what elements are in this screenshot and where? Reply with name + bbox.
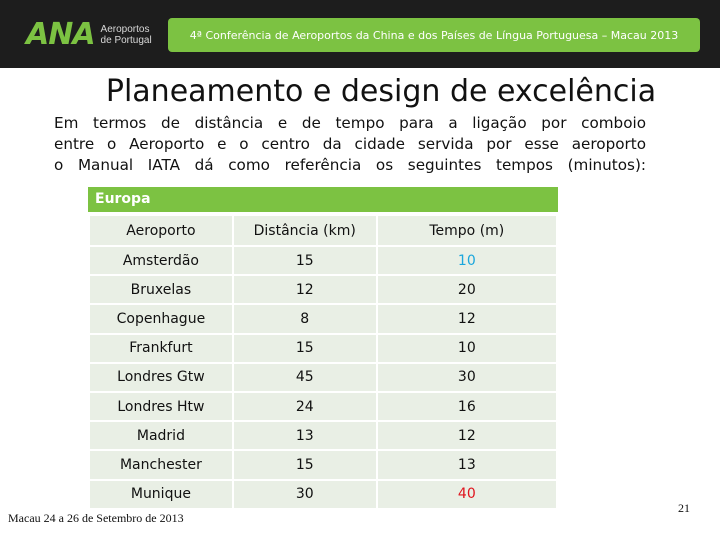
intro-paragraph: Em termos de distância e de tempo para a… [54, 113, 646, 176]
cell-distance: 12 [233, 276, 376, 304]
table-row: Munique 30 40 [90, 480, 556, 508]
airport-table: Aeroporto Distância (km) Tempo (m) Amste… [88, 214, 558, 510]
cell-airport: Manchester [90, 451, 232, 479]
cell-airport: Madrid [90, 422, 232, 450]
logo-mark: ANA [26, 17, 96, 52]
cell-distance: 8 [233, 305, 376, 333]
page-number: 21 [678, 501, 690, 515]
top-bar: ANA Aeroportos de Portugal 4ª Conferênci… [0, 0, 720, 68]
cell-airport: Frankfurt [90, 334, 232, 362]
ana-logo: ANA Aeroportos de Portugal [26, 18, 152, 52]
cell-distance: 45 [233, 363, 376, 391]
conference-banner: 4ª Conferência de Aeroportos da China e … [168, 18, 700, 52]
table-row: Madrid 13 12 [90, 422, 556, 450]
intro-line-3: o Manual IATA dá como referência os segu… [54, 156, 646, 174]
cell-distance: 15 [233, 451, 376, 479]
cell-distance: 15 [233, 247, 376, 275]
header-time: Tempo (m) [377, 216, 556, 245]
cell-distance: 24 [233, 392, 376, 421]
header-airport: Aeroporto [90, 216, 232, 245]
cell-time: 12 [377, 305, 556, 333]
cell-time: 13 [377, 451, 556, 479]
table-row: Amsterdão 15 10 [90, 247, 556, 275]
header-distance: Distância (km) [233, 216, 376, 245]
cell-time: 12 [377, 422, 556, 450]
intro-line-2: entre o Aeroporto e o centro da cidade s… [54, 135, 646, 153]
conference-banner-text: 4ª Conferência de Aeroportos da China e … [189, 28, 679, 42]
table-row: Manchester 15 13 [90, 451, 556, 479]
cell-distance: 13 [233, 422, 376, 450]
table-row: Copenhague 8 12 [90, 305, 556, 333]
table-row: Frankfurt 15 10 [90, 334, 556, 362]
cell-time: 16 [377, 392, 556, 421]
logo-line-2: de Portugal [100, 35, 152, 46]
cell-time: 10 [377, 334, 556, 362]
table-row: Londres Gtw 45 30 [90, 363, 556, 391]
table-row: Bruxelas 12 20 [90, 276, 556, 304]
cell-time: 40 [377, 480, 556, 508]
cell-time: 20 [377, 276, 556, 304]
intro-line-1: Em termos de distância e de tempo para a… [54, 114, 646, 132]
slide-title: Planeamento e design de excelência [105, 74, 657, 109]
cell-airport: Munique [90, 480, 232, 508]
footer-date: Macau 24 a 26 de Setembro de 2013 [8, 511, 184, 525]
region-header: Europa [88, 187, 558, 212]
cell-distance: 15 [233, 334, 376, 362]
cell-airport: Copenhague [90, 305, 232, 333]
logo-text: Aeroportos de Portugal [101, 24, 152, 46]
cell-distance: 30 [233, 480, 376, 508]
cell-airport: Amsterdão [90, 247, 232, 275]
logo-line-1: Aeroportos [100, 24, 150, 35]
cell-airport: Bruxelas [90, 276, 232, 304]
table-row: Londres Htw 24 16 [90, 392, 556, 421]
cell-time: 30 [377, 363, 556, 391]
cell-time: 10 [377, 247, 556, 275]
cell-airport: Londres Gtw [90, 363, 232, 391]
cell-airport: Londres Htw [90, 392, 232, 421]
table-header-row: Aeroporto Distância (km) Tempo (m) [90, 216, 556, 245]
